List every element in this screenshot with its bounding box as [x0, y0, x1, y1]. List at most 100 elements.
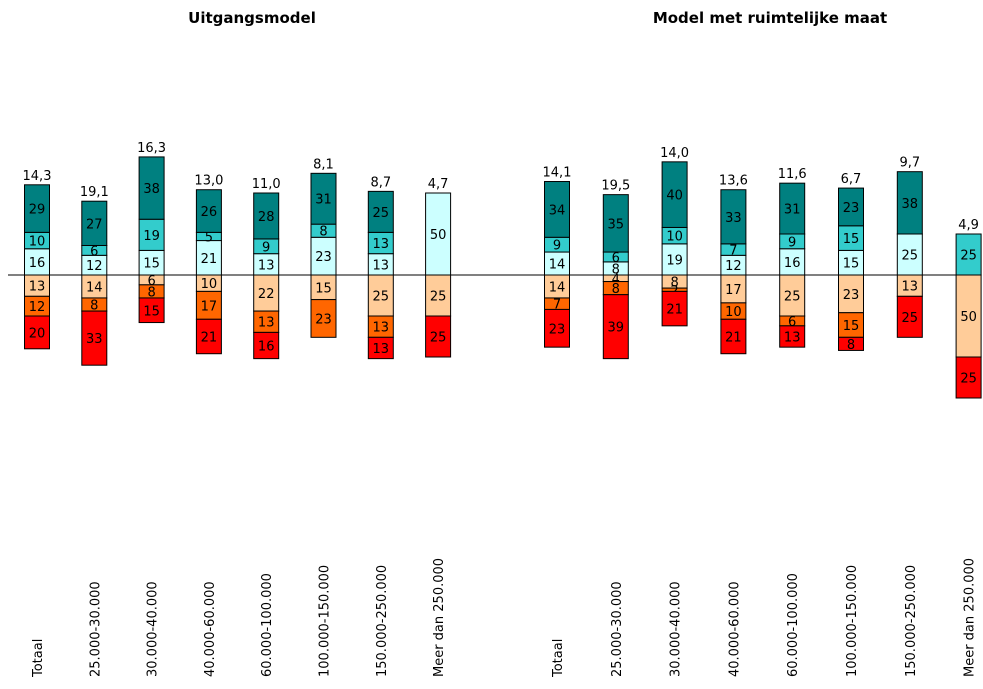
segment-value-label: 10 — [725, 305, 742, 320]
segment-value-label: 23 — [843, 288, 860, 303]
segment-value-label: 15 — [143, 304, 160, 319]
segment-value-label: 8 — [90, 299, 98, 314]
segment-value-label: 8 — [612, 262, 620, 277]
segment-value-label: 16 — [29, 256, 46, 271]
segment-value-label: 13 — [258, 258, 275, 273]
segment-value-label: 16 — [784, 256, 801, 271]
segment-value-label: 13 — [373, 321, 390, 336]
bar-segment — [955, 356, 982, 399]
segment-value-label: 13 — [373, 258, 390, 273]
bar-segment — [310, 172, 337, 225]
bar-segment — [661, 243, 688, 276]
bar-segment — [425, 192, 452, 276]
segment-value-label: 35 — [608, 217, 625, 232]
bar-total-label: 9,7 — [899, 156, 920, 171]
segment-value-label: 13 — [902, 280, 919, 295]
bar-segment — [779, 325, 806, 348]
bar-total-label: 14,1 — [543, 166, 572, 181]
segment-value-label: 8 — [847, 338, 855, 353]
segment-value-label: 12 — [725, 259, 742, 274]
segment-value-label: 15 — [843, 319, 860, 334]
bar-total-label: 8,7 — [370, 175, 391, 190]
segment-value-label: 26 — [201, 205, 218, 220]
bar-segment — [24, 315, 50, 350]
bar-segment — [138, 297, 165, 324]
segment-value-label: 31 — [784, 203, 801, 218]
segment-value-label: 25 — [430, 290, 447, 305]
segment-value-label: 10 — [29, 235, 46, 250]
bar-total-label: 6,7 — [841, 172, 862, 187]
segment-value-label: 6 — [788, 315, 796, 330]
bar-total-label: 13,0 — [194, 174, 223, 189]
segment-value-label: 31 — [315, 193, 332, 208]
segment-value-label: 28 — [258, 210, 275, 225]
segment-value-label: 21 — [725, 331, 742, 346]
category-label: 100.000-150.000 — [318, 565, 333, 677]
category-label: 30.000-40.000 — [669, 581, 684, 677]
bar-segment — [720, 318, 747, 355]
segment-value-label: 38 — [143, 182, 160, 197]
segment-value-label: 39 — [608, 321, 625, 336]
bar-segment — [367, 336, 394, 360]
segment-value-label: 25 — [373, 290, 390, 305]
bar-segment — [720, 274, 747, 304]
segment-value-label: 25 — [960, 249, 977, 264]
bar-segment — [367, 274, 394, 317]
bar-total-label: 4,9 — [958, 218, 979, 233]
segment-value-label: 13 — [258, 316, 275, 331]
segment-value-label: 15 — [143, 257, 160, 272]
bar-total-label: 16,3 — [137, 141, 166, 156]
segment-value-label: 7 — [553, 298, 561, 313]
bar-segment — [896, 295, 923, 338]
bar-segment — [310, 299, 337, 338]
category-label: 60.000-100.000 — [786, 573, 801, 677]
segment-value-label: 29 — [29, 203, 46, 218]
segment-value-label: 12 — [86, 259, 103, 274]
segment-value-label: 25 — [784, 290, 801, 305]
category-label: 30.000-40.000 — [146, 581, 161, 677]
bar-segment — [367, 190, 394, 233]
bar-segment — [81, 200, 108, 246]
bar-total-label: 8,1 — [313, 157, 334, 172]
segment-value-label: 9 — [262, 240, 270, 255]
segment-value-label: 22 — [258, 287, 275, 302]
bar-total-label: 19,5 — [601, 179, 630, 194]
segment-value-label: 15 — [843, 257, 860, 272]
bar-total-label: 13,6 — [719, 174, 748, 189]
bar-segment — [602, 194, 629, 253]
chart-panel-1: 16102913122014,3Totaal126271483319,125.0… — [23, 141, 452, 678]
bar-total-label: 4,7 — [428, 177, 449, 192]
bar-segment — [195, 240, 222, 276]
category-label: 25.000-30.000 — [88, 581, 103, 677]
bar-total-label: 14,3 — [23, 169, 52, 184]
bar-segment — [896, 171, 923, 235]
segment-value-label: 33 — [725, 211, 742, 226]
segment-value-label: 23 — [315, 250, 332, 265]
panel-1-title: Uitgangsmodel — [188, 9, 316, 27]
segment-value-label: 33 — [86, 332, 103, 347]
bar-segment — [661, 290, 688, 327]
bar-segment — [955, 233, 982, 276]
category-label: Meer dan 250.000 — [432, 558, 447, 677]
segment-value-label: 23 — [315, 312, 332, 327]
segment-value-label: 25 — [902, 249, 919, 264]
segment-value-label: 8 — [670, 276, 678, 291]
segment-value-label: 19 — [143, 229, 160, 244]
bar-segment — [838, 187, 864, 227]
segment-value-label: 19 — [666, 253, 683, 268]
bar-segment — [720, 189, 747, 245]
segment-value-label: 13 — [373, 237, 390, 252]
bar-segment — [955, 274, 982, 358]
bar-segment — [253, 192, 280, 240]
segment-value-label: 6 — [612, 251, 620, 266]
segment-value-label: 25 — [430, 331, 447, 346]
segment-value-label: 10 — [201, 277, 218, 292]
segment-value-label: 4 — [612, 272, 620, 287]
bar-segment — [896, 233, 923, 276]
bar-segment — [425, 274, 452, 317]
segment-value-label: 23 — [549, 322, 566, 337]
segment-value-label: 34 — [549, 203, 566, 218]
bar-segment — [544, 181, 570, 238]
